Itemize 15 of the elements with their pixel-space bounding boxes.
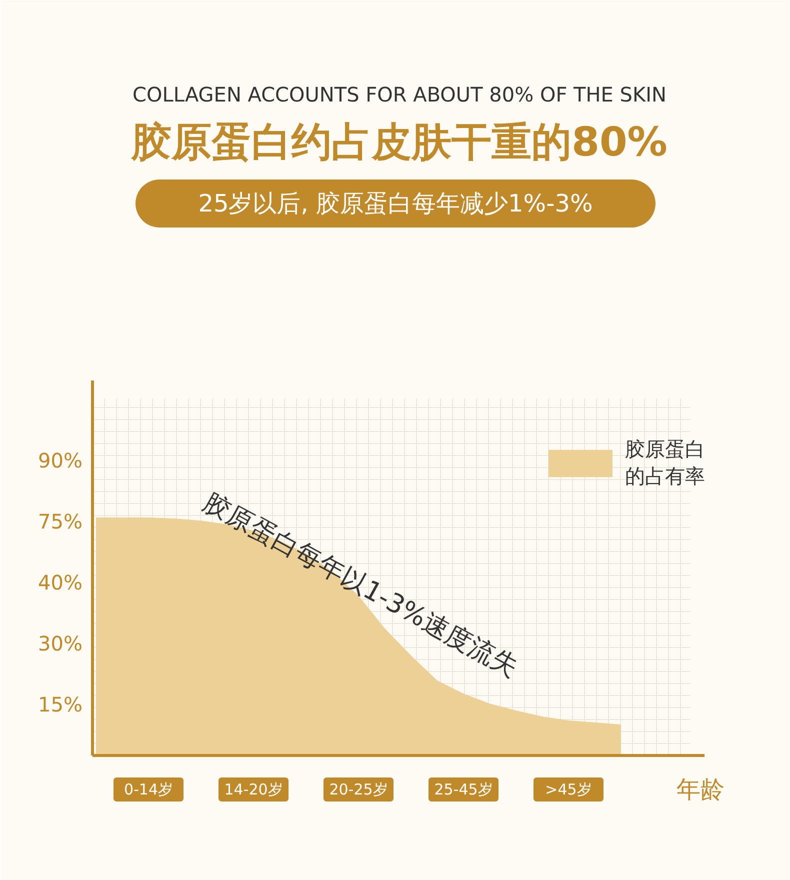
text: 75% — [38, 510, 82, 534]
x-tick-label: 14-20岁 — [224, 780, 283, 798]
chart-title: COLLAGEN ACCOUNTS FOR ABOUT 80% OF THE SKIN — [132, 82, 666, 106]
chart-subtitle: 胶原蛋白约占皮肤干重的80% — [130, 120, 668, 166]
x-tick-label: 25-45岁 — [434, 780, 493, 798]
x-axis-title: 年龄 — [676, 776, 724, 804]
text: 25岁以后, 胶原蛋白每年减少1%-3% — [198, 190, 593, 218]
legend-label: 胶原蛋白的占有率 — [625, 436, 705, 490]
x-tick-label: 0-14岁 — [124, 780, 174, 798]
text: 90% — [38, 448, 82, 472]
x-tick-label: >45岁 — [545, 780, 592, 798]
text: 15% — [38, 692, 82, 716]
x-tick-label: 20-25岁 — [329, 780, 388, 798]
text: 30% — [38, 632, 82, 656]
text: 40% — [38, 570, 82, 594]
